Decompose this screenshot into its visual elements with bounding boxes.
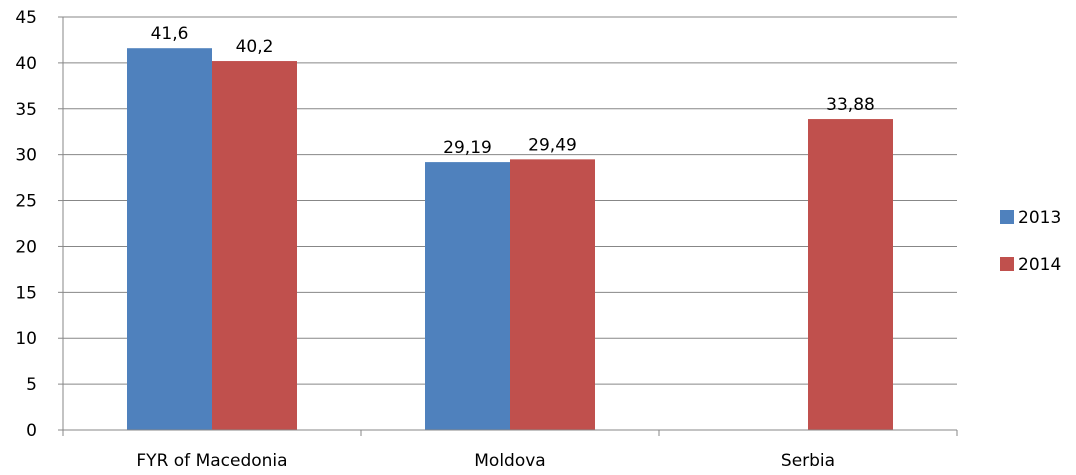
legend-swatch-2014 xyxy=(1000,257,1014,271)
y-axis-ticks: 0 5 10 15 20 25 30 35 40 45 xyxy=(15,8,64,441)
data-label: 29,49 xyxy=(528,135,577,155)
bar-2014-0 xyxy=(212,61,297,430)
legend-label: 2013 xyxy=(1018,208,1061,228)
y-tick-label: 0 xyxy=(26,421,37,441)
data-labels: 41,6 40,2 29,19 29,49 33,88 xyxy=(151,24,875,158)
bar-2014-2 xyxy=(808,119,893,431)
data-label: 29,19 xyxy=(443,138,492,158)
legend-swatch-2013 xyxy=(1000,210,1014,224)
y-tick-label: 20 xyxy=(15,237,37,257)
y-tick-label: 5 xyxy=(26,375,37,395)
y-tick-label: 10 xyxy=(15,329,37,349)
y-tick-label: 35 xyxy=(15,100,37,120)
legend-label: 2014 xyxy=(1018,255,1061,275)
y-tick-label: 45 xyxy=(15,8,37,28)
x-tick-label: Moldova xyxy=(474,451,545,471)
bar-2013-1 xyxy=(425,162,510,431)
y-tick-label: 40 xyxy=(15,54,37,74)
bars xyxy=(127,48,893,431)
data-label: 41,6 xyxy=(151,24,189,44)
y-tick-label: 25 xyxy=(15,192,37,212)
data-label: 40,2 xyxy=(236,37,274,57)
x-tick-label: Serbia xyxy=(781,451,835,471)
legend: 2013 2014 xyxy=(1000,208,1061,275)
bar-2014-1 xyxy=(510,159,595,430)
x-axis: FYR of Macedonia Moldova Serbia xyxy=(62,429,958,471)
bar-2013-0 xyxy=(127,48,212,431)
y-tick-label: 30 xyxy=(15,146,37,166)
x-tick-label: FYR of Macedonia xyxy=(136,451,287,471)
y-tick-label: 15 xyxy=(15,283,37,303)
data-label: 33,88 xyxy=(826,95,875,115)
